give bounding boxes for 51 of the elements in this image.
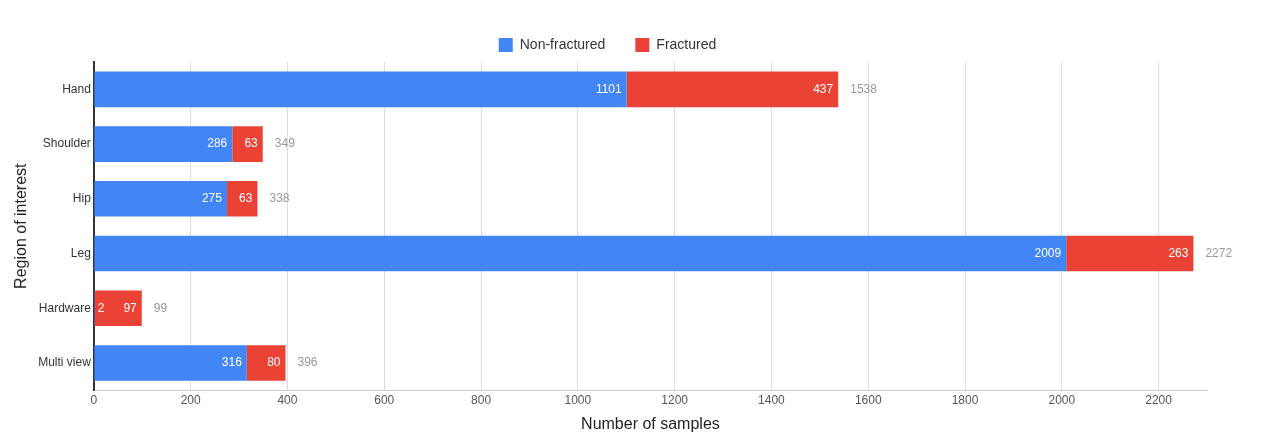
y-tick-label: Hardware — [38, 300, 92, 315]
total-label: 338 — [269, 191, 290, 206]
bar — [626, 71, 839, 108]
y-tick-label: Shoulder — [42, 136, 91, 151]
y-tick-label: Hip — [72, 191, 92, 206]
data-label: 263 — [1168, 245, 1189, 260]
legend-label: Fractured — [656, 35, 717, 52]
x-tick-label: 1600 — [854, 392, 882, 407]
bar — [94, 235, 1067, 272]
data-label: 97 — [123, 300, 138, 315]
data-label: 437 — [813, 81, 834, 96]
bar — [246, 345, 286, 381]
bar — [232, 126, 263, 162]
total-label: 1538 — [850, 81, 878, 96]
bar — [94, 71, 627, 108]
legend-label: Non-fractured — [519, 35, 606, 52]
data-label: 63 — [244, 136, 259, 151]
x-tick-label: 2200 — [1145, 392, 1173, 407]
total-label: 349 — [274, 136, 296, 151]
y-tick-label: Leg — [70, 245, 91, 260]
x-tick-label: 200 — [180, 392, 201, 407]
x-tick-label: 800 — [471, 392, 492, 407]
data-label: 316 — [221, 355, 243, 370]
total-label: 2272 — [1205, 245, 1233, 260]
data-label: 63 — [239, 191, 253, 206]
bar — [94, 345, 247, 381]
y-tick-label: Multi view — [38, 355, 92, 370]
total-label: 99 — [153, 300, 168, 315]
bar — [94, 126, 233, 162]
x-tick-label: 1400 — [758, 392, 786, 407]
x-tick-label: 2000 — [1048, 392, 1076, 407]
y-tick-label: Hand — [62, 81, 91, 96]
data-label: 2 — [97, 300, 105, 315]
bar — [94, 290, 142, 327]
bar — [94, 181, 227, 217]
x-tick-label: 1000 — [564, 392, 592, 407]
data-label: 80 — [267, 355, 281, 370]
data-label: 275 — [201, 191, 223, 206]
data-label: 2009 — [1034, 245, 1062, 260]
data-label: 286 — [207, 136, 228, 151]
bar — [1066, 235, 1194, 272]
data-label: 1101 — [595, 81, 623, 96]
x-tick-label: 400 — [277, 392, 298, 407]
x-tick-label: 600 — [374, 392, 395, 407]
x-tick-label: 1200 — [661, 392, 689, 407]
bar — [226, 181, 258, 217]
x-axis-title: Number of samples — [581, 414, 720, 432]
y-axis-title: Region of interest — [12, 162, 30, 289]
total-label: 396 — [297, 355, 318, 370]
x-tick-label: 1800 — [951, 392, 979, 407]
x-tick-label: 0 — [90, 392, 98, 407]
